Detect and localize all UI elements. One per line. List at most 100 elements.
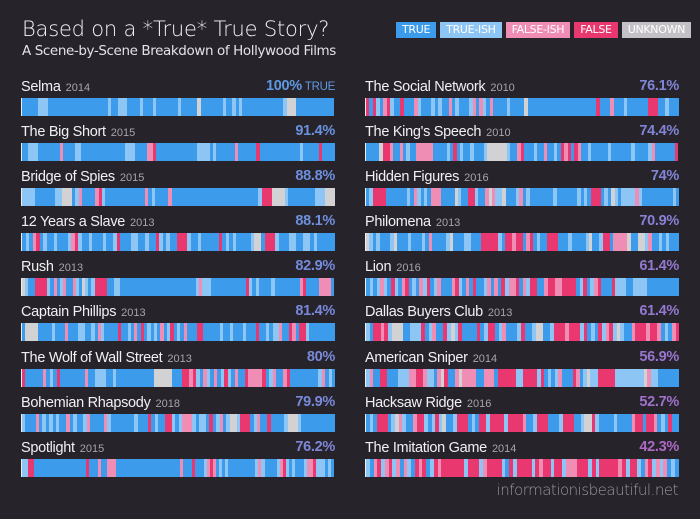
scene-segment xyxy=(273,98,277,116)
scene-segment xyxy=(373,413,377,432)
scene-segment xyxy=(171,413,176,432)
scene-segment xyxy=(572,278,577,297)
scene-segment xyxy=(312,278,316,297)
scene-segment xyxy=(524,458,528,477)
scene-segment xyxy=(201,278,206,297)
scene-segment xyxy=(56,413,60,432)
scene-segment xyxy=(299,233,304,252)
scene-segment xyxy=(438,98,442,116)
scene-segment xyxy=(301,413,305,432)
scene-segment xyxy=(417,98,421,116)
scene-segment xyxy=(542,458,547,477)
scene-segment xyxy=(114,98,118,116)
scene-segment xyxy=(671,413,676,432)
scene-segment xyxy=(369,143,373,162)
scene-segment xyxy=(604,188,608,207)
scene-segment xyxy=(653,413,658,432)
scene-segment xyxy=(91,323,95,342)
scene-segment xyxy=(119,278,123,297)
scene-segment xyxy=(78,188,82,207)
scene-strip xyxy=(21,323,335,342)
scene-segment xyxy=(147,323,151,342)
scene-segment xyxy=(406,143,410,162)
scene-segment xyxy=(470,143,474,162)
scene-segment xyxy=(125,188,129,207)
scene-segment xyxy=(554,368,559,387)
scene-segment xyxy=(134,143,138,162)
scene-segment xyxy=(152,98,156,116)
scene-segment xyxy=(50,143,54,162)
scene-segment xyxy=(251,98,255,116)
scene-segment xyxy=(604,143,608,162)
truth-percentage-value: 42.3% xyxy=(639,438,679,455)
scene-segment xyxy=(271,233,276,252)
film-row: Bridge of Spies 2015 88.8% xyxy=(21,168,335,213)
scene-segment xyxy=(66,98,70,116)
scene-segment xyxy=(540,278,545,297)
scene-segment xyxy=(439,323,444,342)
scene-segment xyxy=(386,188,390,207)
scene-segment xyxy=(108,98,112,116)
scene-segment xyxy=(517,323,521,342)
scene-segment xyxy=(369,278,374,297)
scene-segment xyxy=(557,143,561,162)
scene-segment xyxy=(588,458,592,477)
scene-segment xyxy=(618,188,622,207)
scene-segment xyxy=(297,458,301,477)
scene-segment xyxy=(199,368,204,387)
scene-segment xyxy=(379,98,384,116)
scene-segment xyxy=(527,458,532,477)
scene-segment xyxy=(93,143,97,162)
scene-segment xyxy=(143,323,148,342)
scene-segment xyxy=(191,458,195,477)
scene-segment xyxy=(321,368,326,387)
scene-segment xyxy=(430,188,435,207)
scene-segment xyxy=(393,233,398,252)
scene-segment xyxy=(658,143,662,162)
scene-strip xyxy=(365,368,679,387)
scene-segment xyxy=(77,368,82,387)
scene-segment xyxy=(67,233,72,252)
scene-segment xyxy=(225,233,230,252)
scene-segment xyxy=(88,278,92,297)
scene-strip xyxy=(365,143,679,162)
scene-segment xyxy=(49,458,53,477)
scene-segment xyxy=(387,413,392,432)
scene-segment xyxy=(168,143,172,162)
scene-segment xyxy=(501,278,505,297)
scene-segment xyxy=(288,458,292,477)
scene-segment xyxy=(91,278,95,297)
scene-strip xyxy=(365,98,679,116)
scene-segment xyxy=(369,413,374,432)
scene-segment xyxy=(245,98,249,116)
scene-segment xyxy=(657,323,661,342)
scene-segment xyxy=(413,413,417,432)
scene-segment xyxy=(281,188,285,207)
scene-segment xyxy=(297,368,301,387)
scene-segment xyxy=(262,323,266,342)
scene-segment xyxy=(550,233,555,252)
scene-segment xyxy=(82,98,86,116)
scene-segment xyxy=(168,413,172,432)
scene-segment xyxy=(616,98,621,116)
scene-segment xyxy=(212,143,216,162)
scene-segment xyxy=(238,368,242,387)
scene-segment xyxy=(647,98,652,116)
scene-segment xyxy=(532,188,537,207)
scene-segment xyxy=(173,323,177,342)
scene-segment xyxy=(98,368,103,387)
scene-segment xyxy=(115,143,119,162)
scene-segment xyxy=(602,323,606,342)
scene-segment xyxy=(558,368,562,387)
scene-segment xyxy=(380,413,385,432)
scene-segment xyxy=(218,188,222,207)
film-header: Bridge of Spies 2015 88.8% xyxy=(21,168,335,187)
film-title: Dallas Buyers Club xyxy=(365,304,483,321)
scene-segment xyxy=(302,323,306,342)
scene-segment xyxy=(43,458,47,477)
scene-segment xyxy=(484,233,488,252)
scene-segment xyxy=(85,98,89,116)
scene-segment xyxy=(95,368,99,387)
film-row: 12 Years a Slave 2013 88.1% xyxy=(21,213,335,258)
scene-segment xyxy=(56,278,60,297)
